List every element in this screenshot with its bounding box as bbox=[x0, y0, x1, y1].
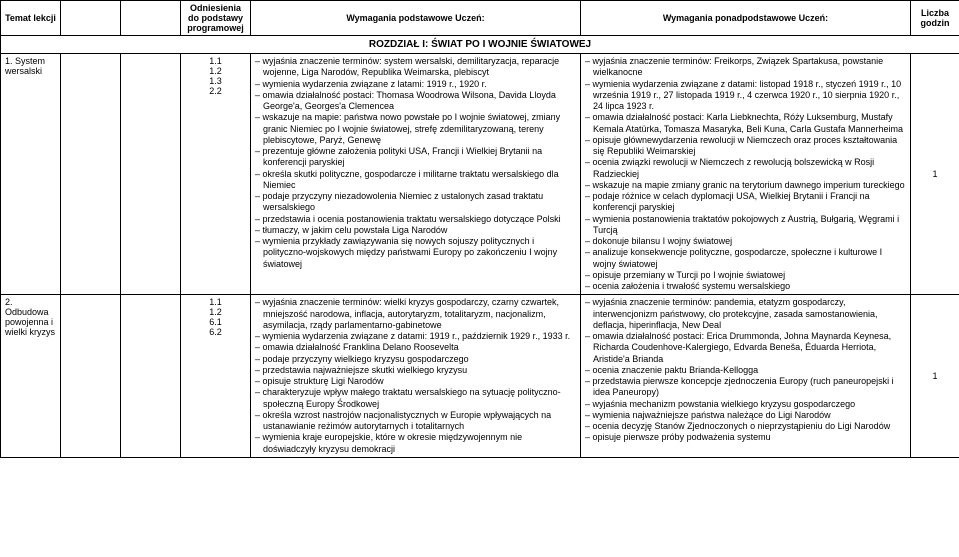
header-empty1 bbox=[61, 1, 121, 36]
list-item: wymienia wydarzenia związane z datami: l… bbox=[585, 79, 906, 113]
curriculum-table: Temat lekcji Odniesienia do podstawy pro… bbox=[0, 0, 959, 458]
list-item: wskazuje na mapie: państwa nowo powstałe… bbox=[255, 112, 576, 146]
list-item: tłumaczy, w jakim celu powstała Liga Nar… bbox=[255, 225, 576, 236]
list-item: ocenia założenia i trwałość systemu wers… bbox=[585, 281, 906, 292]
ref-item: 6.2 bbox=[185, 327, 246, 337]
empty-cell bbox=[61, 295, 121, 458]
list-item: podaje różnice w celach dyplomacji USA, … bbox=[585, 191, 906, 214]
header-ref: Odniesienia do podstawy programowej bbox=[181, 1, 251, 36]
ref-item: 1.3 bbox=[185, 76, 246, 86]
ref-item: 1.2 bbox=[185, 307, 246, 317]
section-header: ROZDZIAŁ I: ŚWIAT PO I WOJNIE ŚWIATOWEJ bbox=[1, 36, 959, 54]
header-topic: Temat lekcji bbox=[1, 1, 61, 36]
list-item: opisuje głównewydarzenia rewolucji w Nie… bbox=[585, 135, 906, 158]
list-item: prezentuje główne założenia polityki USA… bbox=[255, 146, 576, 169]
adv-cell: wyjaśnia znaczenie terminów: Freikorps, … bbox=[581, 54, 911, 295]
section-row: ROZDZIAŁ I: ŚWIAT PO I WOJNIE ŚWIATOWEJ bbox=[1, 36, 959, 54]
list-item: opisuje strukturę Ligi Narodów bbox=[255, 376, 576, 387]
list-item: opisuje pierwsze próby podważenia system… bbox=[585, 432, 906, 443]
list-item: wyjaśnia znaczenie terminów: Freikorps, … bbox=[585, 56, 906, 79]
table-row: 2. Odbudowa powojenna i wielki kryzys 1.1… bbox=[1, 295, 959, 458]
empty-cell bbox=[121, 295, 181, 458]
list-item: wskazuje na mapie zmiany granic na teryt… bbox=[585, 180, 906, 191]
list-item: wymienia najważniejsze państwa należące … bbox=[585, 410, 906, 421]
list-item: wymienia postanowienia traktatów pokojow… bbox=[585, 214, 906, 237]
list-item: określa skutki polityczne, gospodarcze i… bbox=[255, 169, 576, 192]
list-item: ocenia znaczenie paktu Brianda-Kellogga bbox=[585, 365, 906, 376]
list-item: przedstawia pierwsze koncepcje zjednocze… bbox=[585, 376, 906, 399]
list-item: podaje przyczyny niezadowolenia Niemiec … bbox=[255, 191, 576, 214]
list-item: dokonuje bilansu I wojny światowej bbox=[585, 236, 906, 247]
header-row: Temat lekcji Odniesienia do podstawy pro… bbox=[1, 1, 959, 36]
empty-cell bbox=[61, 54, 121, 295]
topic-cell: 2. Odbudowa powojenna i wielki kryzys bbox=[1, 295, 61, 458]
list-item: wyjaśnia znaczenie terminów: wielki kryz… bbox=[255, 297, 576, 331]
empty-cell bbox=[121, 54, 181, 295]
ref-item: 6.1 bbox=[185, 317, 246, 327]
list-item: wyjaśnia znaczenie terminów: pandemia, e… bbox=[585, 297, 906, 331]
hours-cell: 1 bbox=[911, 295, 959, 458]
adv-cell: wyjaśnia znaczenie terminów: pandemia, e… bbox=[581, 295, 911, 458]
list-item: opisuje przemiany w Turcji po I wojnie ś… bbox=[585, 270, 906, 281]
list-item: podaje przyczyny wielkiego kryzysu gospo… bbox=[255, 354, 576, 365]
list-item: wymienia kraje europejskie, które w okre… bbox=[255, 432, 576, 455]
list-item: przedstawia i ocenia postanowienia trakt… bbox=[255, 214, 576, 225]
hours-cell: 1 bbox=[911, 54, 959, 295]
topic-cell: 1. System wersalski bbox=[1, 54, 61, 295]
list-item: wymienia przykłady zawiązywania się nowy… bbox=[255, 236, 576, 270]
list-item: charakteryzuje wpływ małego traktatu wer… bbox=[255, 387, 576, 410]
basic-cell: wyjaśnia znaczenie terminów: wielki kryz… bbox=[251, 295, 581, 458]
list-item: omawia działalność Franklina Delano Roos… bbox=[255, 342, 576, 353]
list-item: wyjaśnia mechanizm powstania wielkiego k… bbox=[585, 399, 906, 410]
ref-item: 1.1 bbox=[185, 297, 246, 307]
ref-cell: 1.11.26.16.2 bbox=[181, 295, 251, 458]
list-item: omawia działalność postaci: Karla Liebkn… bbox=[585, 112, 906, 135]
list-item: przedstawia najważniejsze skutki wielkie… bbox=[255, 365, 576, 376]
ref-item: 2.2 bbox=[185, 86, 246, 96]
list-item: ocenia związki rewolucji w Niemczech z r… bbox=[585, 157, 906, 180]
list-item: omawia działalność postaci: Erica Drummo… bbox=[585, 331, 906, 365]
ref-item: 1.1 bbox=[185, 56, 246, 66]
header-adv: Wymagania ponadpodstawowe Uczeń: bbox=[581, 1, 911, 36]
ref-item: 1.2 bbox=[185, 66, 246, 76]
list-item: wyjaśnia znaczenie terminów: system wers… bbox=[255, 56, 576, 79]
list-item: omawia działalność postaci: Thomasa Wood… bbox=[255, 90, 576, 113]
header-basic: Wymagania podstawowe Uczeń: bbox=[251, 1, 581, 36]
header-hours: Liczba godzin bbox=[911, 1, 959, 36]
list-item: określa wzrost nastrojów nacjonalistyczn… bbox=[255, 410, 576, 433]
list-item: ocenia decyzję Stanów Zjednoczonych o ni… bbox=[585, 421, 906, 432]
list-item: wymienia wydarzenia związane z datami: 1… bbox=[255, 331, 576, 342]
basic-cell: wyjaśnia znaczenie terminów: system wers… bbox=[251, 54, 581, 295]
ref-cell: 1.11.21.32.2 bbox=[181, 54, 251, 295]
header-empty2 bbox=[121, 1, 181, 36]
list-item: wymienia wydarzenia związane z latami: 1… bbox=[255, 79, 576, 90]
list-item: analizuje konsekwencje polityczne, gospo… bbox=[585, 247, 906, 270]
table-row: 1. System wersalski1.11.21.32.2wyjaśnia … bbox=[1, 54, 959, 295]
